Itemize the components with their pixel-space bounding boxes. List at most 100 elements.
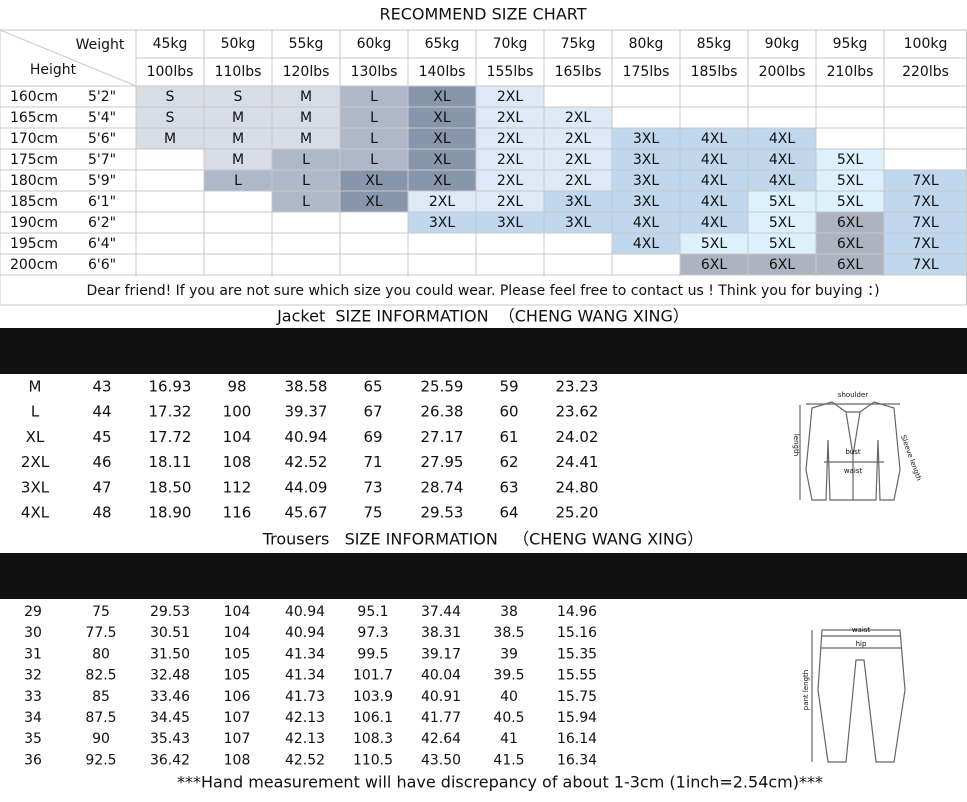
cm-header: CM: [228, 358, 245, 369]
size-cell: [544, 191, 612, 212]
weight-lbs: 120lbs: [283, 64, 330, 80]
size-label: 3XL: [497, 215, 523, 231]
cm-header: CM: [500, 358, 517, 369]
measure-cell: 17.32: [149, 403, 192, 421]
size-cell: [408, 149, 476, 170]
measure-cell: 90: [92, 731, 110, 747]
size-label: S: [166, 110, 175, 126]
measure-cell: 87.5: [85, 710, 116, 726]
weight-lbs: 210lbs: [827, 64, 874, 80]
measure-cell: 99.5: [357, 646, 388, 662]
group-header: Leg opening: [492, 557, 596, 575]
size-cell: [816, 254, 884, 275]
measure-cell: 35.43: [150, 731, 190, 747]
size-label: XL: [365, 173, 383, 189]
measure-cell: 38: [500, 604, 518, 620]
size-label: L: [370, 110, 378, 126]
measure-cell: 37.44: [421, 604, 461, 620]
size-cell: [272, 86, 340, 107]
cm-header: CM: [364, 583, 381, 594]
size-label: 2XL: [497, 131, 523, 147]
height-cm: 160cm: [10, 89, 58, 105]
size-cell: [476, 128, 544, 149]
measure-cell: 61: [499, 428, 518, 446]
size-cell: [544, 170, 612, 191]
inch-header: INCH: [563, 358, 591, 369]
weight-label: Weight: [76, 37, 125, 53]
size-cell-label: 3XL: [21, 478, 50, 496]
measure-cell: 112: [223, 478, 252, 496]
height-ft: 5'2": [88, 89, 116, 105]
measure-cell: 42.13: [285, 710, 325, 726]
size-label: 2XL: [565, 110, 591, 126]
size-label: 4XL: [701, 131, 727, 147]
diagram-label: waist: [852, 626, 871, 634]
size-label: M: [300, 89, 312, 105]
size-cell: [340, 128, 408, 149]
size-label: XL: [433, 89, 451, 105]
size-label: L: [370, 131, 378, 147]
height-cm: 190cm: [10, 215, 58, 231]
size-label: L: [302, 173, 310, 189]
weight-kg: 85kg: [697, 36, 732, 52]
measure-cell: 39.5: [493, 668, 524, 684]
measure-cell: 64: [499, 504, 518, 522]
size-cell: [136, 86, 204, 107]
measure-cell: 39: [500, 646, 518, 662]
measure-cell: 39.37: [285, 403, 328, 421]
measure-cell: 18.50: [149, 478, 192, 496]
size-label: 3XL: [633, 173, 659, 189]
size-label: 2XL: [565, 152, 591, 168]
measure-cell: 36.42: [150, 752, 190, 768]
measure-cell: 38.31: [421, 625, 461, 641]
measure-cell: 40: [500, 689, 518, 705]
measure-cell: 24.80: [556, 478, 599, 496]
weight-lbs: 130lbs: [351, 64, 398, 80]
size-cell-label: 35: [24, 731, 42, 747]
size-cell-label: 4XL: [21, 504, 50, 522]
measure-cell: 77.5: [85, 625, 116, 641]
measure-cell: 41.34: [285, 668, 325, 684]
size-label: 6XL: [701, 257, 727, 273]
size-label: L: [302, 152, 310, 168]
weight-kg: 55kg: [289, 36, 324, 52]
size-label: L: [302, 194, 310, 210]
size-cell: [272, 128, 340, 149]
height-ft: 5'4": [88, 110, 116, 126]
measure-cell: 16.93: [149, 378, 192, 396]
size-cell: [816, 212, 884, 233]
measure-cell: 15.35: [557, 646, 597, 662]
weight-kg: 60kg: [357, 36, 392, 52]
cm-header: CM: [93, 358, 110, 369]
measure-cell: 47: [92, 478, 111, 496]
size-label: L: [370, 89, 378, 105]
size-cell: [748, 254, 816, 275]
size-cell: [612, 128, 680, 149]
size-label: 3XL: [565, 215, 591, 231]
group-header: Hips: [388, 557, 425, 575]
measure-cell: 27.95: [421, 453, 464, 471]
size-cell: [680, 212, 748, 233]
measure-cell: 31.50: [150, 646, 190, 662]
size-cell: [816, 233, 884, 254]
height-cm: 165cm: [10, 110, 58, 126]
size-label: 4XL: [633, 236, 659, 252]
size-label: 6XL: [769, 257, 795, 273]
group-header: Bust: [253, 332, 291, 350]
weight-kg: 95kg: [833, 36, 868, 52]
note: Dear friend! If you are not sure which s…: [86, 283, 879, 299]
cm-header: CM: [500, 583, 517, 594]
size-cell: [680, 170, 748, 191]
measure-cell: 104: [223, 428, 252, 446]
size-label: 3XL: [633, 131, 659, 147]
size-label: 5XL: [769, 194, 795, 210]
height-cm: 200cm: [10, 257, 58, 273]
height-header: height CM: [635, 343, 726, 361]
measure-cell: 41.73: [285, 689, 325, 705]
size-cell: [476, 107, 544, 128]
weight-kg: 65kg: [425, 36, 460, 52]
size-cell: [476, 191, 544, 212]
measure-cell: 40.94: [285, 625, 325, 641]
measure-cell: 85: [92, 689, 110, 705]
size-label: 2XL: [429, 194, 455, 210]
